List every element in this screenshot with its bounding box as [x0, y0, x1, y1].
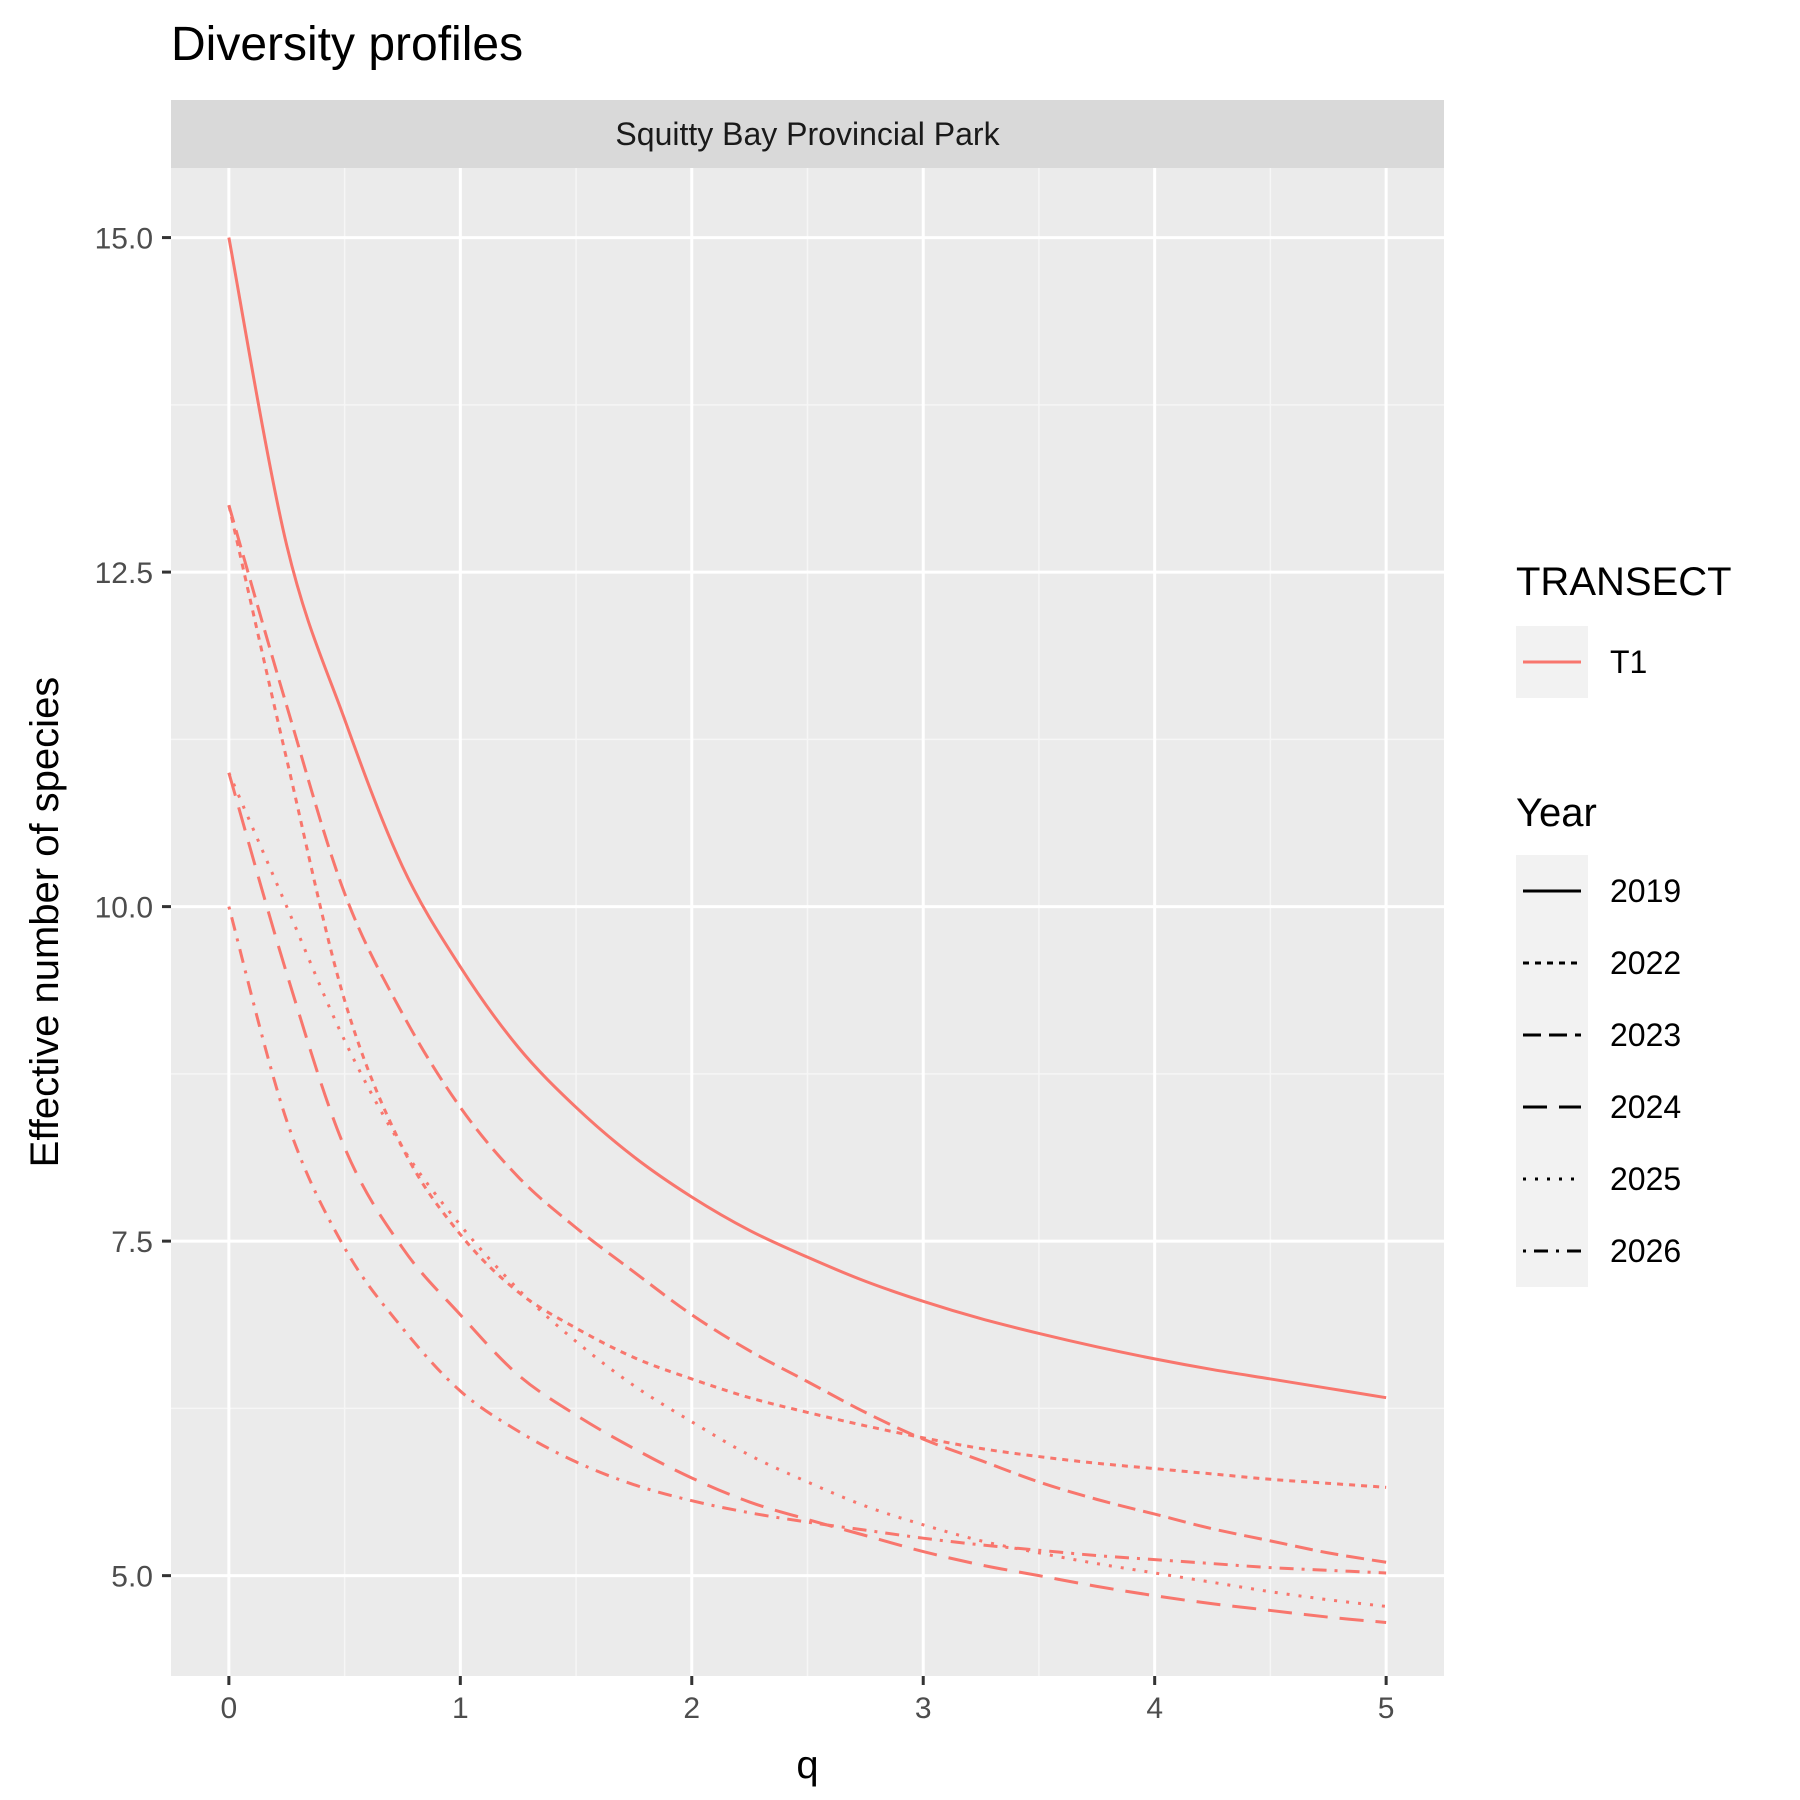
- x-tick-label: 5: [1378, 1692, 1395, 1725]
- grid-lines: [171, 168, 1444, 1676]
- legend-year-label: 2023: [1610, 1017, 1681, 1053]
- series-line-2025: [227, 772, 1387, 1608]
- y-axis: 5.0 7.5 10.0 12.5 15.0: [95, 223, 171, 1594]
- legend-year-label: 2019: [1610, 873, 1681, 909]
- legend-year-label: 2025: [1610, 1161, 1681, 1197]
- series-line-2024: [227, 772, 1387, 1624]
- x-tick-label: 1: [452, 1692, 469, 1725]
- x-axis: 0 1 2 3 4 5: [221, 1676, 1395, 1725]
- series-lines: [227, 237, 1387, 1624]
- y-axis-label: Effective number of species: [23, 677, 67, 1168]
- chart-title: Diversity profiles: [171, 18, 523, 71]
- y-tick-label: 7.5: [111, 1226, 153, 1259]
- legend-year-title: Year: [1516, 791, 1597, 835]
- legend-key-bg: [1516, 1143, 1588, 1215]
- y-tick-label: 10.0: [95, 892, 153, 925]
- facet-strip-label: Squitty Bay Provincial Park: [615, 116, 1000, 152]
- x-tick-label: 3: [915, 1692, 932, 1725]
- legend-year-label: 2024: [1610, 1089, 1681, 1125]
- y-tick-label: 15.0: [95, 223, 153, 256]
- legend-transect-title: TRANSECT: [1516, 560, 1732, 604]
- legend-year: Year 2019 2022 2023 2024 2025 2026: [1516, 791, 1681, 1287]
- legend-transect-label: T1: [1610, 644, 1647, 680]
- x-tick-label: 4: [1146, 1692, 1163, 1725]
- legend-transect: TRANSECT T1: [1516, 560, 1732, 698]
- series-line-2019: [227, 237, 1387, 1400]
- series-line-2022: [227, 504, 1387, 1489]
- x-axis-label: q: [796, 1743, 818, 1787]
- facet-strip: [171, 100, 1444, 168]
- y-tick-label: 12.5: [95, 557, 153, 590]
- series-line-2023: [227, 504, 1387, 1564]
- legend-year-label: 2022: [1610, 945, 1681, 981]
- x-tick-label: 2: [683, 1692, 700, 1725]
- y-tick-label: 5.0: [111, 1561, 153, 1594]
- legend-year-label: 2026: [1610, 1233, 1681, 1269]
- x-tick-label: 0: [221, 1692, 238, 1725]
